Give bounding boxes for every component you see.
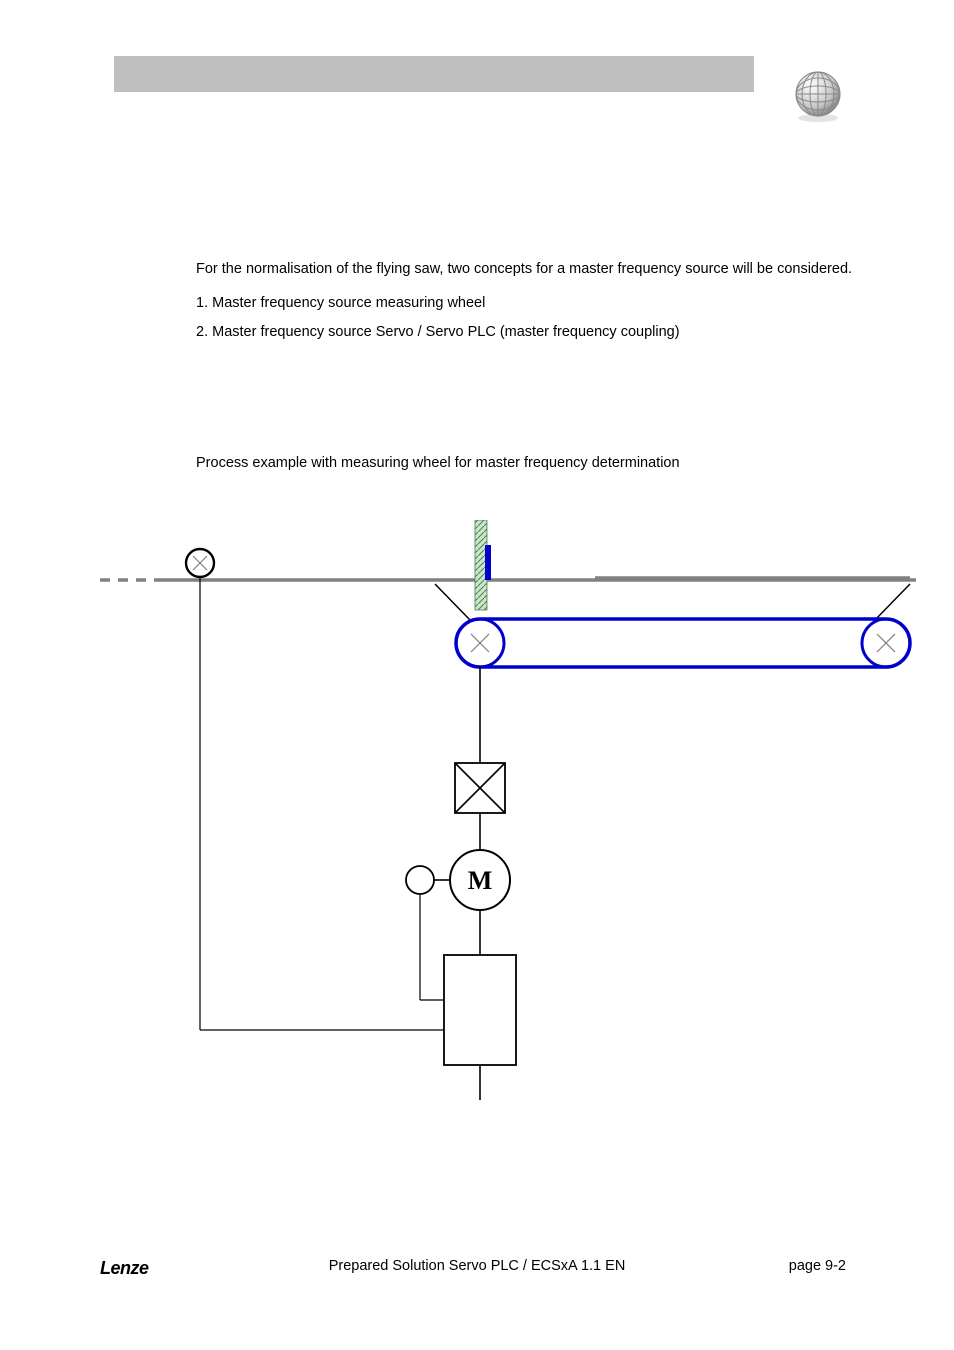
content-block: For the normalisation of the flying saw,… bbox=[196, 260, 896, 353]
footer-page-number: page 9-2 bbox=[789, 1258, 846, 1274]
header-bar bbox=[114, 56, 754, 92]
globe-icon bbox=[790, 68, 846, 124]
motor-label: M bbox=[468, 866, 493, 895]
process-diagram: M bbox=[100, 520, 920, 1110]
diagram-caption: Process example with measuring wheel for… bbox=[196, 455, 680, 471]
intro-paragraph: For the normalisation of the flying saw,… bbox=[196, 260, 896, 280]
list-item-1: 1. Master frequency source measuring whe… bbox=[196, 294, 896, 314]
page: For the normalisation of the flying saw,… bbox=[0, 0, 954, 1350]
list-item-2: 2. Master frequency source Servo / Servo… bbox=[196, 323, 896, 343]
